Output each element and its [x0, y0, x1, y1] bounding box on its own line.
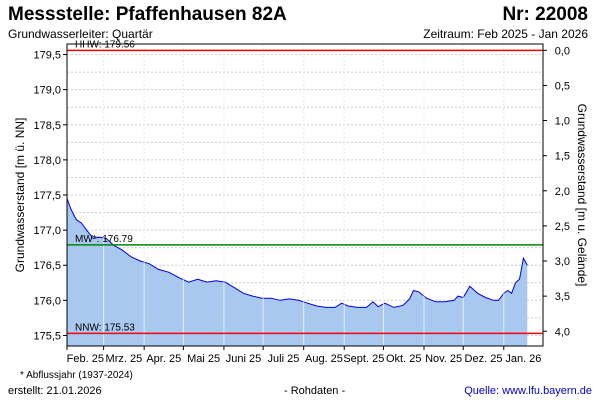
- x-tick-label: Apr. 25: [146, 353, 181, 365]
- y2-tick-label: 0,0: [555, 45, 570, 57]
- groundwater-line: [66, 198, 528, 308]
- y2-tick-label: 1,5: [555, 151, 570, 163]
- x-tick-label: Aug. 25: [305, 353, 343, 365]
- y-tick-label: 175,5: [33, 330, 61, 342]
- y2-tick-label: 2,0: [555, 186, 570, 198]
- y2-tick-label: 0,5: [555, 80, 570, 92]
- station-number: Nr: 22008: [502, 4, 588, 25]
- x-tick-label: Sept. 25: [343, 353, 384, 365]
- y-tick-label: 177,0: [33, 225, 61, 237]
- y-tick-label: 176,5: [33, 260, 61, 272]
- raw-data-label: - Rohdaten -: [284, 385, 346, 397]
- x-tick-label: Okt. 25: [386, 353, 421, 365]
- period-label: Zeitraum: Feb 2025 - Jan 2026: [423, 27, 588, 41]
- y-tick-label: 177,5: [33, 190, 61, 202]
- plot-border: [66, 43, 544, 347]
- x-tick-label: Juli 25: [268, 353, 300, 365]
- y-axis-left: 175,5 176,0 176,5 177,0 177,5 178,0 178,5 179,0…: [33, 50, 67, 342]
- reference-label: HHW: 179.56: [75, 39, 135, 50]
- y-tick-label: 179,0: [33, 85, 61, 97]
- y-tick-label: 178,0: [33, 155, 61, 167]
- x-tick-label: Mrz. 25: [106, 353, 143, 365]
- footnote: * Abflussjahr (1937-2024): [20, 370, 133, 381]
- x-tick-label: Nov. 25: [425, 353, 462, 365]
- created-date: erstellt: 21.01.2026: [8, 385, 102, 397]
- y-tick-label: 178,5: [33, 120, 61, 132]
- reference-label: NNW: 175.53: [75, 322, 135, 333]
- station-title: Messstelle: Pfaffenhausen 82A: [8, 4, 287, 25]
- y2-tick-label: 2,5: [555, 221, 570, 233]
- x-tick-label: Juni 25: [226, 353, 261, 365]
- reference-lines: HHW: 179.56 MW*: 176.79 NNW: 175.53: [67, 39, 543, 335]
- x-tick-label: Feb. 25: [67, 353, 104, 365]
- x-tick-label: Mai 25: [187, 353, 220, 365]
- y-tick-label: 179,5: [33, 50, 61, 62]
- groundwater-area: [67, 198, 528, 346]
- y-axis-right: 0,0 0,5 1,0 1,5 2,0 2,5 3,0 3,5 4,0: [543, 45, 570, 338]
- y-tick-label: 176,0: [33, 295, 61, 307]
- x-tick-label: Dez. 25: [465, 353, 503, 365]
- y2-tick-label: 3,0: [555, 256, 570, 268]
- source-link[interactable]: Quelle: www.lfu.bayern.de: [464, 385, 592, 397]
- aquifer-label: Grundwasserleiter: Quartär: [8, 27, 153, 41]
- y2-tick-label: 3,5: [555, 291, 570, 303]
- y-axis-title-left: Grundwasserstand [m ü. NN]: [13, 118, 27, 273]
- y2-tick-label: 1,0: [555, 116, 570, 128]
- y2-tick-label: 4,0: [555, 326, 570, 338]
- x-tick-label: Jan. 26: [505, 353, 541, 365]
- x-axis: Feb. 25 Mrz. 25 Apr. 25 Mai 25 Juni 25 Juli 2…: [66, 346, 541, 365]
- y-axis-title-right: Grundwasserstand [m u. Gelände]: [575, 104, 589, 287]
- reference-label: MW*: 176.79: [75, 234, 133, 245]
